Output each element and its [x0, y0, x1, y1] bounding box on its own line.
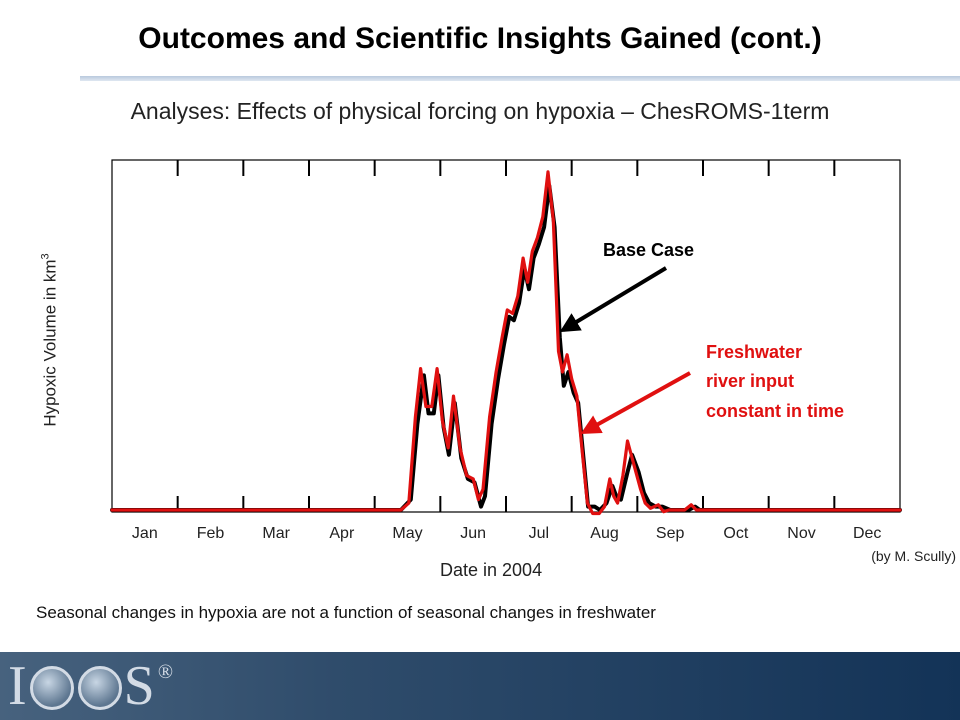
x-tick-label: Jan: [132, 525, 158, 542]
page-subtitle: Analyses: Effects of physical forcing on…: [130, 98, 830, 124]
title-divider: [80, 76, 960, 81]
credit-text: (by M. Scully): [871, 548, 956, 564]
x-tick-label: Sep: [656, 525, 685, 542]
x-axis-label: Date in 2004: [440, 560, 543, 580]
x-tick-label: Nov: [787, 525, 815, 542]
annotation-base-case: Base Case: [603, 240, 694, 260]
y-axis-label-text: Hypoxic Volume in km: [40, 259, 60, 427]
ioos-logo: I S ®: [8, 655, 175, 717]
annotation-freshwater-line-2: river input: [706, 371, 794, 391]
annotation-freshwater-line-3: constant in time: [706, 401, 844, 421]
page-title: Outcomes and Scientific Insights Gained …: [138, 22, 822, 55]
footnote-text: Seasonal changes in hypoxia are not a fu…: [36, 603, 656, 622]
x-tick-labels: Jan Feb Mar Apr May Jun Jul Aug Sep Oct Nov Dec: [132, 525, 881, 542]
registered-mark: ®: [157, 660, 175, 683]
hypoxia-line-chart: Jan Feb Mar Apr May Jun Jul Aug Sep Oct Nov Dec Bas…: [110, 159, 902, 542]
series-line-freshwater-constant: [110, 170, 902, 516]
series-line-base-case: [110, 183, 902, 512]
x-tick-label: Apr: [329, 525, 355, 542]
y-axis-label: Hypoxic Volume in km3: [40, 253, 61, 426]
globe-icon: [29, 666, 74, 710]
x-tick-label: Jun: [460, 525, 486, 542]
globe-icon: [77, 666, 122, 710]
arrow-base-case: [559, 266, 668, 333]
x-tick-label: Mar: [262, 525, 290, 542]
annotation-freshwater-line-1: Freshwater: [706, 342, 802, 362]
x-tick-label: Feb: [197, 525, 225, 542]
x-tick-label: Aug: [590, 525, 618, 542]
annotation-freshwater: Freshwater river input constant in time: [706, 342, 844, 421]
y-axis-label-superscript: 3: [39, 253, 52, 260]
series-layer: [110, 170, 902, 516]
x-tick-label: Oct: [723, 525, 748, 542]
x-tick-label: Dec: [853, 525, 881, 542]
x-tick-label: May: [392, 525, 422, 542]
footer-bar: I S ®: [0, 652, 960, 720]
arrow-freshwater: [580, 371, 691, 434]
x-tick-label: Jul: [529, 525, 549, 542]
